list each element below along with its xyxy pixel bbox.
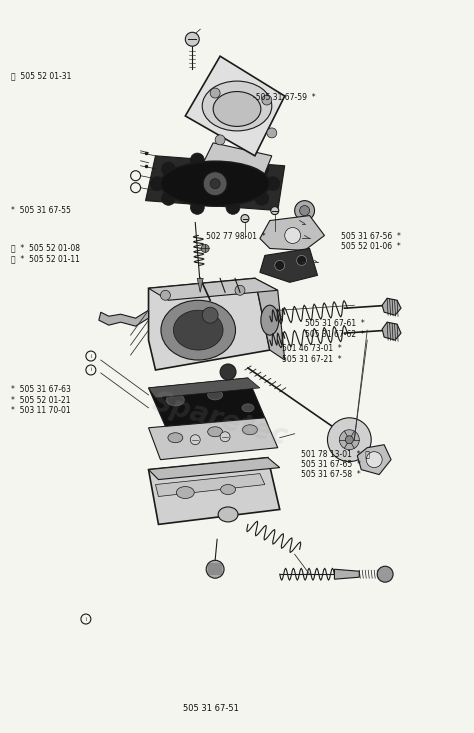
Circle shape xyxy=(275,260,285,270)
Ellipse shape xyxy=(261,305,279,335)
Ellipse shape xyxy=(202,81,272,131)
Circle shape xyxy=(346,435,353,443)
Text: 505 31 67-61  *: 505 31 67-61 * xyxy=(305,319,365,328)
Circle shape xyxy=(220,364,236,380)
Circle shape xyxy=(185,32,199,46)
Circle shape xyxy=(366,452,382,468)
Text: 505 31 67-62  *: 505 31 67-62 * xyxy=(305,330,365,339)
Ellipse shape xyxy=(168,432,183,443)
Text: 505 52 01-06  *: 505 52 01-06 * xyxy=(341,242,401,251)
Polygon shape xyxy=(148,457,280,524)
Text: 505 31 67-65  *: 505 31 67-65 * xyxy=(301,460,361,469)
Text: ⓘ  *  505 52 01-11: ⓘ * 505 52 01-11 xyxy=(11,254,80,263)
Text: ⓘ  *  505 52 01-08: ⓘ * 505 52 01-08 xyxy=(11,243,80,253)
Polygon shape xyxy=(382,298,401,315)
Polygon shape xyxy=(198,143,272,185)
Circle shape xyxy=(210,179,220,188)
Polygon shape xyxy=(148,418,278,460)
Circle shape xyxy=(162,191,175,205)
Text: 505 31 67-51: 505 31 67-51 xyxy=(183,704,239,712)
Polygon shape xyxy=(148,378,268,438)
Circle shape xyxy=(191,153,204,167)
Text: Sparetec: Sparetec xyxy=(149,388,291,452)
Circle shape xyxy=(226,200,240,214)
Text: i: i xyxy=(85,616,87,622)
Ellipse shape xyxy=(166,394,184,406)
Ellipse shape xyxy=(161,301,236,360)
Polygon shape xyxy=(255,279,285,360)
Text: i: i xyxy=(90,353,91,358)
Polygon shape xyxy=(99,310,148,326)
Polygon shape xyxy=(382,323,401,340)
Polygon shape xyxy=(148,378,260,398)
Circle shape xyxy=(151,177,164,191)
Polygon shape xyxy=(146,156,285,210)
Text: *  505 31 67-55: * 505 31 67-55 xyxy=(11,206,71,215)
Circle shape xyxy=(255,191,269,205)
Ellipse shape xyxy=(161,161,270,206)
Polygon shape xyxy=(148,279,270,370)
Text: 505 31 67-56  *: 505 31 67-56 * xyxy=(341,232,401,241)
Polygon shape xyxy=(197,279,203,292)
Text: 501 78 13-01  *  Ⓧ: 501 78 13-01 * Ⓧ xyxy=(301,449,370,459)
Polygon shape xyxy=(335,570,359,579)
Circle shape xyxy=(191,200,204,214)
Text: 501 46 73-01  *: 501 46 73-01 * xyxy=(282,345,341,353)
Circle shape xyxy=(201,245,209,252)
Ellipse shape xyxy=(176,487,194,498)
Circle shape xyxy=(202,307,218,323)
Polygon shape xyxy=(260,248,318,282)
Circle shape xyxy=(339,430,359,449)
Ellipse shape xyxy=(208,390,223,400)
Polygon shape xyxy=(260,216,325,251)
Ellipse shape xyxy=(218,507,238,522)
Ellipse shape xyxy=(243,425,257,435)
Ellipse shape xyxy=(173,310,223,350)
Circle shape xyxy=(300,206,310,216)
Ellipse shape xyxy=(208,427,223,437)
Circle shape xyxy=(235,285,245,295)
Circle shape xyxy=(162,162,175,176)
Circle shape xyxy=(267,128,277,138)
Ellipse shape xyxy=(220,485,236,495)
Polygon shape xyxy=(357,445,391,474)
Text: 505 31 67-21  *: 505 31 67-21 * xyxy=(282,355,341,364)
Circle shape xyxy=(241,215,249,223)
Circle shape xyxy=(295,201,315,221)
Circle shape xyxy=(215,135,225,145)
Text: i: i xyxy=(90,367,91,372)
Circle shape xyxy=(161,290,170,301)
Circle shape xyxy=(285,227,301,243)
Circle shape xyxy=(203,172,227,196)
Circle shape xyxy=(377,566,393,582)
Circle shape xyxy=(262,95,272,105)
Polygon shape xyxy=(185,56,285,156)
Ellipse shape xyxy=(242,404,254,412)
Circle shape xyxy=(328,418,371,462)
Circle shape xyxy=(255,162,269,176)
Ellipse shape xyxy=(213,92,261,126)
Text: -505 31 67-59  *: -505 31 67-59 * xyxy=(254,92,316,102)
Text: *  503 11 70-01: * 503 11 70-01 xyxy=(11,406,71,415)
Polygon shape xyxy=(148,279,278,301)
Circle shape xyxy=(220,432,230,442)
Circle shape xyxy=(297,255,307,265)
Text: 502 77 98-01  *: 502 77 98-01 * xyxy=(206,232,266,241)
Circle shape xyxy=(271,207,279,215)
Polygon shape xyxy=(148,457,280,479)
Circle shape xyxy=(226,153,240,167)
Circle shape xyxy=(206,560,224,578)
Circle shape xyxy=(266,177,280,191)
Circle shape xyxy=(190,435,200,445)
Polygon shape xyxy=(155,474,265,496)
Text: 505 31 67-58  *: 505 31 67-58 * xyxy=(301,470,360,479)
Text: Ⓧ  505 52 01-31: Ⓧ 505 52 01-31 xyxy=(11,71,71,81)
Text: *  505 52 01-21: * 505 52 01-21 xyxy=(11,396,70,405)
Text: *  505 31 67-63: * 505 31 67-63 xyxy=(11,386,71,394)
Circle shape xyxy=(210,88,220,98)
